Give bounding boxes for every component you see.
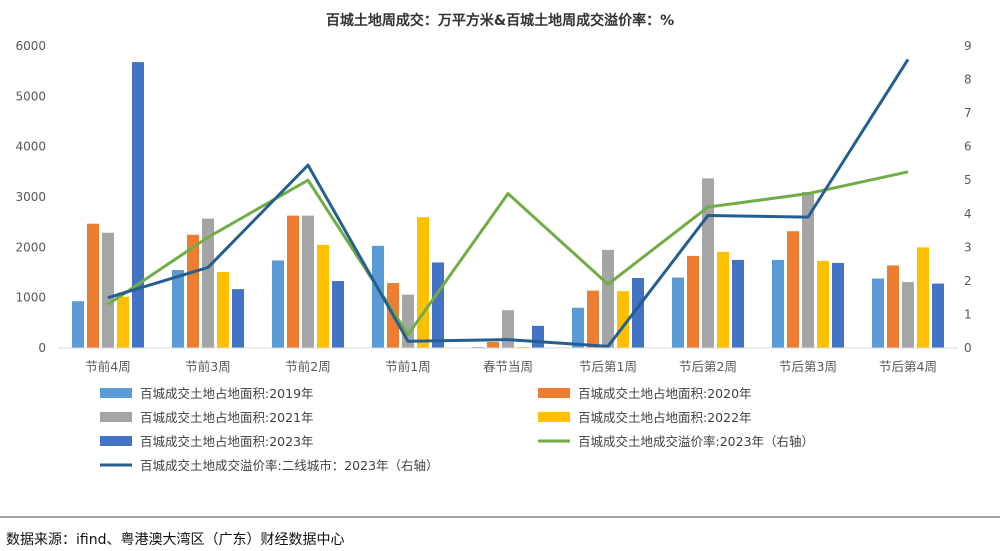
bar bbox=[672, 277, 684, 348]
bar bbox=[217, 271, 229, 348]
legend-swatch bbox=[538, 388, 570, 398]
category-label: 节后第3周 bbox=[779, 359, 837, 374]
bar-series-group bbox=[72, 62, 944, 349]
bar bbox=[72, 301, 84, 348]
bar bbox=[872, 278, 884, 348]
left-axis-tick-label: 3000 bbox=[15, 190, 46, 204]
bar bbox=[917, 247, 929, 348]
bar bbox=[187, 234, 199, 348]
bar bbox=[487, 341, 499, 348]
bar bbox=[902, 282, 914, 348]
bar bbox=[432, 262, 444, 348]
bar bbox=[472, 346, 484, 348]
category-label: 节前2周 bbox=[285, 359, 330, 374]
legend-swatch bbox=[100, 436, 132, 446]
bar bbox=[802, 191, 814, 348]
category-label: 节前3周 bbox=[185, 359, 230, 374]
bar bbox=[732, 259, 744, 348]
line-series bbox=[107, 58, 910, 348]
bar bbox=[417, 217, 429, 348]
legend-label: 百城成交土地占地面积:2019年 bbox=[140, 386, 314, 401]
category-label: 节前1周 bbox=[385, 359, 430, 374]
right-axis-tick-label: 7 bbox=[964, 106, 972, 120]
chart-title: 百城土地周成交：万平方米&百城土地周成交溢价率：% bbox=[326, 12, 674, 29]
left-axis-tick-label: 1000 bbox=[15, 291, 46, 305]
right-axis-tick-label: 4 bbox=[964, 207, 972, 221]
bar bbox=[232, 289, 244, 348]
right-axis-tick-label: 2 bbox=[964, 274, 972, 288]
line-series-group bbox=[107, 58, 910, 348]
bar bbox=[132, 62, 144, 349]
bar bbox=[632, 278, 644, 348]
bar bbox=[202, 218, 214, 348]
right-axis-tick-label: 0 bbox=[964, 341, 972, 355]
bar bbox=[372, 245, 384, 348]
left-axis-tick-label: 2000 bbox=[15, 240, 46, 254]
left-axis-tick-label: 5000 bbox=[15, 89, 46, 103]
right-axis-tick-label: 5 bbox=[964, 173, 972, 187]
bar bbox=[687, 255, 699, 348]
legend-swatch bbox=[538, 412, 570, 422]
bar bbox=[87, 223, 99, 348]
legend-label: 百城成交土地占地面积:2020年 bbox=[578, 386, 752, 401]
bar bbox=[932, 283, 944, 348]
legend-label: 百城成交土地成交溢价率:2023年（右轴） bbox=[578, 434, 814, 449]
bar bbox=[317, 244, 329, 348]
left-axis-tick-label: 6000 bbox=[15, 39, 46, 53]
legend: 百城成交土地占地面积:2019年 百城成交土地占地面积:2020年百城成交土地占地… bbox=[100, 386, 814, 473]
bar bbox=[602, 249, 614, 348]
left-axis-tick-label: 4000 bbox=[15, 140, 46, 154]
right-y-axis: 0 1 2 3 4 5 6 7 8 9 bbox=[964, 39, 972, 355]
bar bbox=[587, 290, 599, 348]
legend-swatch bbox=[100, 412, 132, 422]
bar bbox=[532, 325, 544, 348]
line-series bbox=[107, 170, 909, 337]
bar bbox=[172, 269, 184, 348]
left-y-axis: 0 1000 2000 3000 4000 5000 6000 bbox=[15, 39, 46, 355]
bar bbox=[287, 215, 299, 348]
legend-label: 百城成交土地占地面积:2023年 bbox=[140, 434, 314, 449]
x-axis-labels: 节前4周 节前3周 节前2周 节前1周 春节当周 节后第1周 节后第2周 节后第3周 节后第4周 bbox=[85, 359, 937, 374]
legend-swatch bbox=[100, 388, 132, 398]
bar bbox=[572, 307, 584, 348]
left-axis-tick-label: 0 bbox=[38, 341, 46, 355]
right-axis-tick-label: 3 bbox=[964, 240, 972, 254]
bar bbox=[517, 346, 529, 348]
legend-label: 百城成交土地成交溢价率:二线城市：2023年（右轴） bbox=[140, 458, 439, 473]
bar bbox=[702, 178, 714, 348]
category-label: 节后第1周 bbox=[579, 359, 637, 374]
bar bbox=[772, 259, 784, 348]
bar bbox=[102, 232, 114, 348]
bar bbox=[332, 281, 344, 348]
source-note: 数据来源：ifind、粤港澳大湾区（广东）财经数据中心 bbox=[6, 531, 344, 548]
legend-label: 百城成交土地占地面积:2022年 bbox=[578, 410, 752, 425]
right-axis-tick-label: 1 bbox=[964, 307, 972, 321]
bar bbox=[887, 265, 899, 348]
bar bbox=[817, 260, 829, 348]
bar bbox=[502, 310, 514, 348]
legend-label: 百城成交土地占地面积:2021年 bbox=[140, 410, 314, 425]
category-label: 节后第2周 bbox=[679, 359, 737, 374]
bar bbox=[302, 215, 314, 348]
bar bbox=[617, 291, 629, 348]
right-axis-tick-label: 8 bbox=[964, 73, 972, 87]
right-axis-tick-label: 9 bbox=[964, 39, 972, 53]
category-label: 节后第4周 bbox=[879, 359, 937, 374]
bar bbox=[787, 231, 799, 348]
bar bbox=[717, 251, 729, 348]
bar bbox=[117, 296, 129, 348]
category-label: 春节当周 bbox=[483, 359, 533, 374]
bar bbox=[272, 260, 284, 348]
right-axis-tick-label: 6 bbox=[964, 140, 972, 154]
category-label: 节前4周 bbox=[85, 359, 130, 374]
bar bbox=[832, 262, 844, 348]
